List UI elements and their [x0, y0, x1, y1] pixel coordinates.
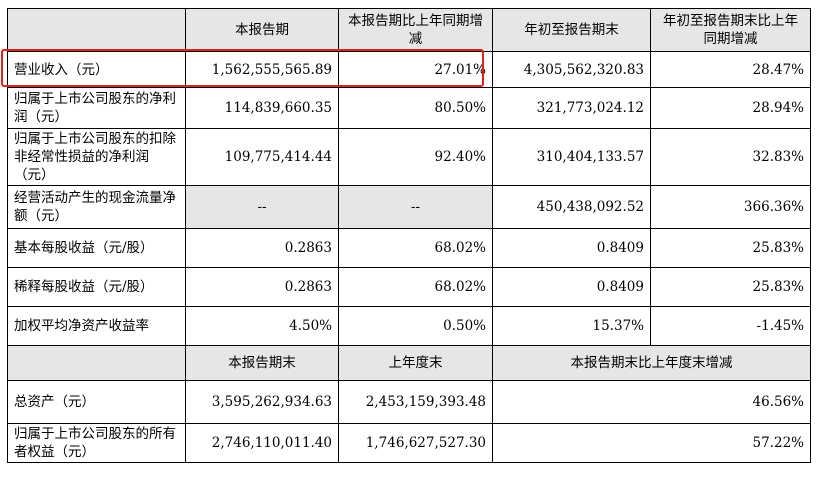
cell-value: -1.45%	[650, 306, 811, 346]
table-row-equity: 归属于上市公司股东的所有者权益（元） 2,746,110,011.40 1,74…	[7, 423, 811, 463]
cell-value: 4.50%	[185, 306, 339, 346]
cell-value: --	[185, 185, 339, 229]
row-label: 营业收入（元）	[7, 51, 186, 88]
header-period-end: 本报告期末	[185, 345, 339, 381]
cell-value: 0.8409	[492, 267, 651, 307]
cell-value: 321,773,024.12	[492, 87, 651, 129]
cell-value: 1,746,627,527.30	[338, 423, 493, 463]
cell-value: 46.56%	[492, 380, 811, 424]
row-label: 归属于上市公司股东的净利润（元）	[7, 87, 186, 129]
header-current-period: 本报告期	[185, 8, 339, 52]
header-period-end-change: 本报告期末比上年度末增减	[492, 345, 811, 381]
row-label: 基本每股收益（元/股）	[7, 228, 186, 268]
table-row-operating-cashflow: 经营活动产生的现金流量净额（元） -- -- 450,438,092.52 36…	[7, 185, 811, 229]
cell-value: 114,839,660.35	[185, 87, 339, 129]
header-blank-cell	[7, 345, 186, 381]
cell-value: 68.02%	[338, 228, 493, 268]
financial-summary-table: 本报告期 本报告期比上年同期增减 年初至报告期末 年初至报告期末比上年同期增减 …	[7, 8, 811, 463]
cell-value: 68.02%	[338, 267, 493, 307]
header-ytd: 年初至报告期末	[492, 8, 651, 52]
row-label: 稀释每股收益（元/股）	[7, 267, 186, 307]
row-label: 归属于上市公司股东的扣除非经常性损益的净利润（元）	[7, 128, 186, 186]
table-header-row: 本报告期 本报告期比上年同期增减 年初至报告期末 年初至报告期末比上年同期增减	[7, 8, 811, 52]
cell-value: 3,595,262,934.63	[185, 380, 339, 424]
cell-value: 1,562,555,565.89	[185, 51, 339, 88]
table-row-diluted-eps: 稀释每股收益（元/股） 0.2863 68.02% 0.8409 25.83%	[7, 267, 811, 307]
header-current-period-yoy: 本报告期比上年同期增减	[338, 8, 493, 52]
header-ytd-yoy: 年初至报告期末比上年同期增减	[650, 8, 811, 52]
financial-table-container: 本报告期 本报告期比上年同期增减 年初至报告期末 年初至报告期末比上年同期增减 …	[7, 8, 811, 463]
header-prior-year-end: 上年度末	[338, 345, 493, 381]
cell-value: 2,453,159,393.48	[338, 380, 493, 424]
row-label: 总资产（元）	[7, 380, 186, 424]
cell-value: 15.37%	[492, 306, 651, 346]
cell-value: 310,404,133.57	[492, 128, 651, 186]
cell-value: 109,775,414.44	[185, 128, 339, 186]
table-header-row-2: 本报告期末 上年度末 本报告期末比上年度末增减	[7, 345, 811, 381]
cell-value: 27.01%	[338, 51, 493, 88]
table-row-net-profit: 归属于上市公司股东的净利润（元） 114,839,660.35 80.50% 3…	[7, 87, 811, 129]
row-label: 经营活动产生的现金流量净额（元）	[7, 185, 186, 229]
cell-value: 2,746,110,011.40	[185, 423, 339, 463]
header-blank-cell	[7, 8, 186, 52]
cell-value: 57.22%	[492, 423, 811, 463]
cell-value: 0.2863	[185, 267, 339, 307]
row-label: 加权平均净资产收益率	[7, 306, 186, 346]
cell-value: 32.83%	[650, 128, 811, 186]
cell-value: 92.40%	[338, 128, 493, 186]
cell-value: 0.2863	[185, 228, 339, 268]
table-row-net-profit-deducted: 归属于上市公司股东的扣除非经常性损益的净利润（元） 109,775,414.44…	[7, 128, 811, 186]
cell-value: 28.94%	[650, 87, 811, 129]
cell-value: 25.83%	[650, 228, 811, 268]
cell-value: --	[338, 185, 493, 229]
table-row-total-assets: 总资产（元） 3,595,262,934.63 2,453,159,393.48…	[7, 380, 811, 424]
table-row-roe: 加权平均净资产收益率 4.50% 0.50% 15.37% -1.45%	[7, 306, 811, 346]
row-label: 归属于上市公司股东的所有者权益（元）	[7, 423, 186, 463]
table-row-revenue: 营业收入（元） 1,562,555,565.89 27.01% 4,305,56…	[7, 51, 811, 88]
cell-value: 450,438,092.52	[492, 185, 651, 229]
cell-value: 80.50%	[338, 87, 493, 129]
cell-value: 4,305,562,320.83	[492, 51, 651, 88]
cell-value: 0.50%	[338, 306, 493, 346]
cell-value: 0.8409	[492, 228, 651, 268]
cell-value: 366.36%	[650, 185, 811, 229]
cell-value: 28.47%	[650, 51, 811, 88]
table-row-basic-eps: 基本每股收益（元/股） 0.2863 68.02% 0.8409 25.83%	[7, 228, 811, 268]
cell-value: 25.83%	[650, 267, 811, 307]
